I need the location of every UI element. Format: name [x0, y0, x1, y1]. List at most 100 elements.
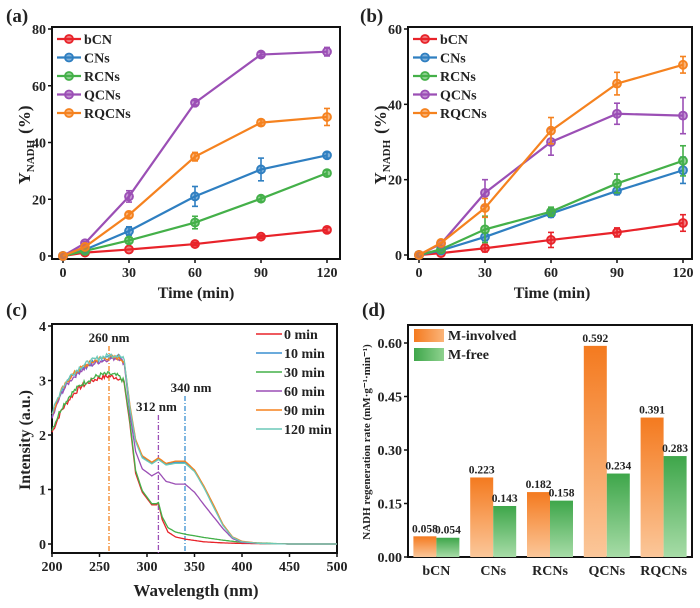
x-category-label-d: bCN	[422, 564, 450, 579]
data-point-QCNs	[480, 187, 490, 198]
spectrum-line-120-min	[51, 352, 337, 545]
y-tick-label-a: 80	[32, 23, 46, 38]
y-axis-label-d: NADH regeneration rate (mM·g⁻¹·min⁻¹)	[361, 344, 373, 540]
y-tick-label-d: 0.15	[378, 498, 403, 513]
spectrum-line-0-min	[51, 373, 337, 545]
annotation-label: 312 nm	[136, 399, 177, 414]
legend-label-RQCNs: RQCNs	[84, 107, 131, 122]
x-tick-label-c: 250	[89, 560, 110, 575]
x-tick-label-a: 60	[188, 266, 202, 281]
bar-value-label: 0.182	[526, 479, 552, 491]
y-tick-label-b: 20	[388, 174, 402, 189]
bar-M-free-RQCNs	[663, 456, 687, 557]
y-tick-label-c: 3	[39, 375, 46, 390]
data-point-RQCNs	[612, 78, 622, 89]
data-point-RQCNs	[322, 112, 332, 122]
bar-value-label: 0.143	[492, 493, 518, 505]
x-tick-label-c: 300	[137, 560, 158, 575]
data-point-RCNs	[480, 224, 490, 235]
y-tick-label-c: 2	[39, 429, 46, 444]
y-tick-label-b: 40	[388, 98, 402, 113]
panel-c: (c) Intensity (a.u.) Wavelength (nm) 012…	[6, 300, 348, 600]
data-point-bCN	[546, 235, 556, 245]
legend-label-c: 120 min	[284, 423, 332, 438]
legend-marker-RCNs	[64, 71, 74, 81]
data-point-RCNs	[678, 155, 688, 166]
bar-M-free-RCNs	[550, 500, 573, 557]
bar-M-involved-RCNs	[527, 492, 550, 557]
legend-swatch-M-free	[414, 348, 444, 361]
bar-M-involved-QCNs	[583, 345, 607, 557]
bar-value-label: 0.054	[435, 525, 461, 537]
legend-marker-CNs	[64, 52, 74, 63]
legend-marker-bCN	[64, 34, 74, 44]
data-point-bCN	[678, 218, 688, 228]
y-tick-label-a: 20	[32, 193, 46, 208]
bar-M-involved-RQCNs	[640, 417, 664, 557]
legend-label-RCNs: RCNs	[84, 70, 120, 85]
legend-label-bCN: bCN	[440, 33, 468, 48]
legend-label-QCNs: QCNs	[440, 89, 477, 104]
x-category-label-d: RQCNs	[640, 564, 687, 579]
bar-value-label: 0.391	[639, 405, 665, 417]
legend-marker-QCNs	[64, 89, 74, 100]
data-point-bCN	[190, 239, 200, 249]
y-tick-label-d: 0.45	[378, 391, 403, 406]
y-tick-label-a: 0	[39, 250, 46, 265]
y-tick-label-a: 60	[32, 80, 46, 95]
legend-marker-CNs	[420, 52, 430, 63]
legend-label-c: 0 min	[284, 328, 318, 343]
legend-marker-RQCNs	[420, 108, 430, 118]
bar-value-label: 0.158	[549, 488, 575, 500]
legend-label-RCNs: RCNs	[440, 70, 476, 85]
bar-value-label: 0.234	[605, 461, 631, 473]
bar-value-label: 0.223	[469, 464, 495, 476]
data-point-QCNs	[256, 49, 266, 60]
x-axis-label-a: Time (min)	[158, 285, 235, 302]
data-point-RQCNs	[124, 209, 134, 220]
data-point-QCNs	[612, 108, 622, 119]
bar-M-free-bCN	[436, 537, 460, 557]
panel-label-d: (d)	[362, 300, 385, 321]
x-axis-label-c: Wavelength (nm)	[133, 581, 258, 600]
legend-marker-QCNs	[420, 89, 430, 100]
legend-marker-bCN	[420, 34, 430, 44]
data-point-CNs	[256, 164, 266, 175]
panel-d: (d) NADH regeneration rate (mM·g⁻¹·min⁻¹…	[361, 300, 693, 579]
x-tick-label-a: 0	[60, 266, 67, 281]
legend-marker-RQCNs	[64, 108, 74, 118]
x-tick-label-b: 120	[673, 266, 694, 281]
x-tick-label-c: 450	[279, 560, 300, 575]
svg-text:YNADH(%): YNADH(%)	[15, 106, 37, 185]
annotation-label: 340 nm	[171, 380, 212, 395]
data-point-RQCNs	[414, 250, 424, 260]
data-point-RQCNs	[480, 203, 490, 213]
x-tick-label-b: 0	[416, 266, 423, 281]
x-tick-label-c: 500	[327, 560, 348, 575]
legend-swatch-M-involved	[414, 329, 444, 342]
data-point-RQCNs	[436, 238, 446, 248]
legend-label-c: 90 min	[284, 404, 325, 419]
x-tick-label-b: 90	[610, 266, 624, 281]
data-point-bCN	[480, 243, 490, 254]
legend-label-c: 30 min	[284, 366, 325, 381]
panel-label-a: (a)	[6, 6, 28, 27]
panel-label-b: (b)	[360, 6, 383, 27]
data-point-QCNs	[190, 97, 200, 108]
bar-M-involved-bCN	[413, 536, 437, 557]
y-tick-label-b: 0	[395, 249, 402, 264]
bar-M-involved-CNs	[470, 477, 494, 557]
plot-frame-b	[407, 26, 693, 260]
y-tick-label-d: 0.60	[378, 337, 403, 352]
svg-text:YNADH(%): YNADH(%)	[371, 106, 393, 185]
data-point-bCN	[256, 231, 266, 242]
legend-label-QCNs: QCNs	[84, 89, 121, 104]
data-point-CNs	[124, 226, 134, 236]
legend-label-c: 60 min	[284, 385, 325, 400]
y-axis-label-b: YNADH(%)	[371, 106, 393, 185]
x-tick-label-a: 30	[122, 266, 136, 281]
x-tick-label-a: 120	[317, 266, 338, 281]
data-point-QCNs	[322, 46, 332, 57]
data-point-RCNs	[322, 168, 332, 179]
